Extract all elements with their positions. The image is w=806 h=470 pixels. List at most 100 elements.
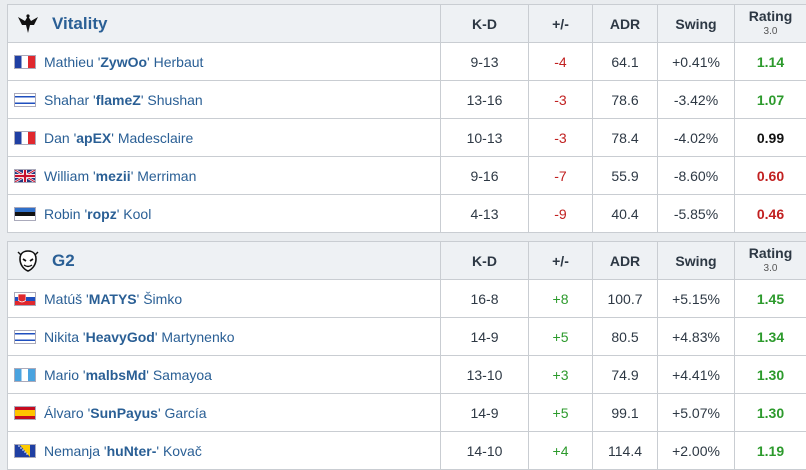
france-flag-icon: [14, 55, 36, 69]
plusminus-cell: +5: [529, 394, 593, 432]
adr-cell: 64.1: [593, 43, 658, 81]
swing-cell: +4.83%: [658, 318, 735, 356]
player-name-link[interactable]: Álvaro 'SunPayus' García: [44, 405, 207, 421]
plusminus-cell: -7: [529, 157, 593, 195]
player-name-link[interactable]: Matúš 'MATYS' Šimko: [44, 291, 182, 307]
plusminus-header[interactable]: +/-: [529, 242, 593, 280]
rating-label: Rating: [749, 8, 793, 24]
vitality-bee-icon: [16, 12, 40, 36]
kd-cell: 14-9: [441, 394, 529, 432]
player-row: Mario 'malbsMd' Samayoa 13-10 +3 74.9 +4…: [8, 356, 806, 394]
swing-header[interactable]: Swing: [658, 242, 735, 280]
rating-cell: 0.99: [735, 119, 806, 157]
adr-header[interactable]: ADR: [593, 242, 658, 280]
player-name-link[interactable]: Shahar 'flameZ' Shushan: [44, 92, 203, 108]
team-cell: G2: [8, 242, 441, 280]
swing-cell: +4.41%: [658, 356, 735, 394]
player-row: Nikita 'HeavyGod' Martynenko 14-9 +5 80.…: [8, 318, 806, 356]
israel-flag-icon: [14, 93, 36, 107]
adr-cell: 74.9: [593, 356, 658, 394]
player-name-link[interactable]: Dan 'apEX' Madesclaire: [44, 130, 193, 146]
slovakia-flag-icon: [14, 292, 36, 306]
kd-header[interactable]: K-D: [441, 5, 529, 43]
adr-cell: 100.7: [593, 280, 658, 318]
kd-cell: 13-10: [441, 356, 529, 394]
team-cell: Vitality: [8, 5, 441, 43]
plusminus-cell: -9: [529, 195, 593, 233]
swing-cell: -8.60%: [658, 157, 735, 195]
spain-flag-icon: [14, 406, 36, 420]
guatemala-flag-icon: [14, 368, 36, 382]
rating-cell: 1.34: [735, 318, 806, 356]
rating-cell: 1.45: [735, 280, 806, 318]
plusminus-header[interactable]: +/-: [529, 5, 593, 43]
kd-cell: 9-16: [441, 157, 529, 195]
swing-cell: +5.07%: [658, 394, 735, 432]
kd-cell: 9-13: [441, 43, 529, 81]
player-row: William 'mezii' Merriman 9-16 -7 55.9 -8…: [8, 157, 806, 195]
team-header-row: G2 K-D +/- ADR Swing Rating 3.0: [8, 242, 806, 280]
uk-flag-icon: [14, 169, 36, 183]
kd-cell: 10-13: [441, 119, 529, 157]
swing-cell: -3.42%: [658, 81, 735, 119]
team-name[interactable]: G2: [52, 251, 75, 271]
rating-cell: 0.46: [735, 195, 806, 233]
kd-header[interactable]: K-D: [441, 242, 529, 280]
plusminus-cell: +5: [529, 318, 593, 356]
swing-header[interactable]: Swing: [658, 5, 735, 43]
rating-cell: 1.07: [735, 81, 806, 119]
player-name-link[interactable]: William 'mezii' Merriman: [44, 168, 196, 184]
rating-cell: 1.30: [735, 394, 806, 432]
player-name-link[interactable]: Nikita 'HeavyGod' Martynenko: [44, 329, 235, 345]
rating-cell: 0.60: [735, 157, 806, 195]
player-name-link[interactable]: Mathieu 'ZywOo' Herbaut: [44, 54, 203, 70]
adr-cell: 40.4: [593, 195, 658, 233]
rating-header[interactable]: Rating 3.0: [735, 242, 806, 280]
plusminus-cell: +4: [529, 432, 593, 470]
swing-cell: +2.00%: [658, 432, 735, 470]
plusminus-cell: -3: [529, 81, 593, 119]
adr-cell: 99.1: [593, 394, 658, 432]
estonia-flag-icon: [14, 207, 36, 221]
swing-cell: -5.85%: [658, 195, 735, 233]
bosnia-flag-icon: [14, 444, 36, 458]
adr-cell: 78.6: [593, 81, 658, 119]
player-row: Nemanja 'huNter-' Kovač 14-10 +4 114.4 +…: [8, 432, 806, 470]
adr-cell: 80.5: [593, 318, 658, 356]
player-row: Shahar 'flameZ' Shushan 13-16 -3 78.6 -3…: [8, 81, 806, 119]
swing-cell: +5.15%: [658, 280, 735, 318]
rating-label: Rating: [749, 245, 793, 261]
swing-cell: +0.41%: [658, 43, 735, 81]
rating-version: 3.0: [764, 26, 778, 37]
kd-cell: 16-8: [441, 280, 529, 318]
g2-samurai-icon: [16, 249, 40, 273]
rating-cell: 1.14: [735, 43, 806, 81]
player-row: Robin 'ropz' Kool 4-13 -9 40.4 -5.85% 0.…: [8, 195, 806, 233]
plusminus-cell: -3: [529, 119, 593, 157]
player-name-link[interactable]: Mario 'malbsMd' Samayoa: [44, 367, 212, 383]
adr-cell: 55.9: [593, 157, 658, 195]
g2-scoreboard: G2 K-D +/- ADR Swing Rating 3.0 Matúš 'MA…: [7, 241, 806, 470]
rating-header[interactable]: Rating 3.0: [735, 5, 806, 43]
vitality-scoreboard: Vitality K-D +/- ADR Swing Rating 3.0 Mat…: [7, 4, 806, 233]
rating-version: 3.0: [764, 263, 778, 274]
player-name-link[interactable]: Robin 'ropz' Kool: [44, 206, 151, 222]
adr-cell: 78.4: [593, 119, 658, 157]
kd-cell: 4-13: [441, 195, 529, 233]
swing-cell: -4.02%: [658, 119, 735, 157]
kd-cell: 13-16: [441, 81, 529, 119]
adr-header[interactable]: ADR: [593, 5, 658, 43]
player-row: Matúš 'MATYS' Šimko 16-8 +8 100.7 +5.15%…: [8, 280, 806, 318]
team-name[interactable]: Vitality: [52, 14, 107, 34]
player-row: Álvaro 'SunPayus' García 14-9 +5 99.1 +5…: [8, 394, 806, 432]
player-row: Mathieu 'ZywOo' Herbaut 9-13 -4 64.1 +0.…: [8, 43, 806, 81]
france-flag-icon: [14, 131, 36, 145]
rating-cell: 1.19: [735, 432, 806, 470]
rating-cell: 1.30: [735, 356, 806, 394]
plusminus-cell: +3: [529, 356, 593, 394]
adr-cell: 114.4: [593, 432, 658, 470]
player-name-link[interactable]: Nemanja 'huNter-' Kovač: [44, 443, 202, 459]
kd-cell: 14-9: [441, 318, 529, 356]
plusminus-cell: +8: [529, 280, 593, 318]
player-row: Dan 'apEX' Madesclaire 10-13 -3 78.4 -4.…: [8, 119, 806, 157]
